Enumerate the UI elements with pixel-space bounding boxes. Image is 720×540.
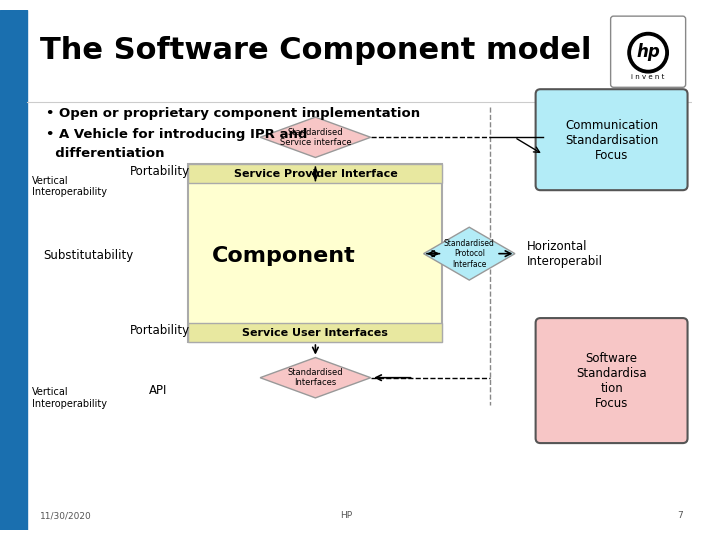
Polygon shape (423, 227, 515, 280)
Bar (187, 323, 442, 342)
Text: Portability: Portability (130, 324, 190, 337)
Text: • Open or proprietary component implementation: • Open or proprietary component implemen… (46, 106, 420, 119)
Text: Portability: Portability (130, 165, 190, 178)
Text: Substitutability: Substitutability (43, 249, 133, 262)
Bar (0, 10, 27, 530)
Text: Software
Standardisa
tion
Focus: Software Standardisa tion Focus (576, 352, 647, 409)
Text: Vertical
Interoperability: Vertical Interoperability (32, 387, 107, 409)
FancyBboxPatch shape (536, 318, 688, 443)
Text: Service Provider Interface: Service Provider Interface (233, 169, 397, 179)
Text: i n v e n t: i n v e n t (631, 74, 665, 80)
Circle shape (628, 32, 668, 73)
Bar (187, 164, 442, 184)
Text: differentiation: differentiation (46, 147, 165, 160)
Text: 7: 7 (677, 511, 683, 520)
Text: hp: hp (636, 43, 660, 60)
FancyBboxPatch shape (536, 89, 688, 190)
Bar (187, 164, 442, 342)
Text: HP: HP (340, 511, 352, 520)
Text: 11/30/2020: 11/30/2020 (40, 511, 92, 520)
Text: The Software Component model: The Software Component model (40, 36, 592, 65)
Polygon shape (260, 117, 371, 158)
Text: Standardised
Interfaces: Standardised Interfaces (287, 368, 343, 387)
Text: Standardised
Service interface: Standardised Service interface (279, 127, 351, 147)
Text: Component: Component (212, 246, 356, 266)
Text: Communication
Standardisation
Focus: Communication Standardisation Focus (565, 119, 658, 161)
Polygon shape (260, 357, 371, 398)
Text: Horizontal
Interoperabil: Horizontal Interoperabil (527, 240, 603, 268)
Text: Service User Interfaces: Service User Interfaces (243, 327, 388, 338)
Text: API: API (149, 384, 168, 397)
Text: Standardised
Protocol
Interface: Standardised Protocol Interface (444, 239, 495, 268)
Circle shape (631, 36, 665, 69)
Text: • A Vehicle for introducing IPR and: • A Vehicle for introducing IPR and (46, 127, 307, 141)
Text: Vertical
Interoperability: Vertical Interoperability (32, 176, 107, 197)
FancyBboxPatch shape (611, 16, 685, 87)
